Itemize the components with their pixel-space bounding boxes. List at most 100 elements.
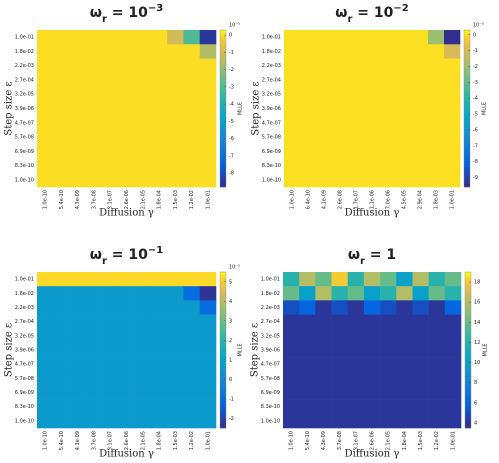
title-part: r: [347, 14, 352, 25]
heatmap-cell: [363, 272, 381, 287]
heatmap-cell: [134, 144, 152, 159]
heatmap-cell: [199, 357, 217, 372]
heatmap-cell: [412, 30, 429, 45]
colorbar-swatch: [465, 389, 471, 392]
colorbar-swatch: [220, 142, 226, 146]
heatmap-cell: [347, 272, 365, 287]
colorbar-swatch: [220, 100, 226, 104]
colorbar-swatch: [220, 407, 226, 411]
colorbar-swatch: [465, 386, 471, 390]
colorbar-swatch: [465, 272, 471, 275]
colorbar-swatch: [220, 64, 226, 67]
heatmap-cell: [53, 371, 70, 386]
heatmap-cell: [300, 144, 317, 159]
heatmap-cell: [85, 314, 103, 330]
heatmap-cell: [428, 272, 446, 287]
heatmap-cell: [396, 286, 413, 301]
colorbar-swatch: [220, 399, 226, 403]
heatmap-cell: [412, 357, 429, 372]
heatmap-cell: [396, 158, 413, 174]
x-tick-label: 1.7e-07: [354, 190, 360, 209]
heatmap-cell: [412, 371, 429, 386]
colorbar-swatch: [465, 331, 471, 335]
heatmap-cell: [284, 144, 301, 159]
colorbar-swatch: [465, 274, 471, 278]
heatmap-cell: [69, 413, 87, 429]
heatmap-cell: [300, 58, 317, 74]
y-tick-label: 1.8e-02: [262, 49, 281, 55]
x-tick-label: 1.5e-03: [418, 431, 424, 450]
colorbar-swatch: [465, 352, 471, 356]
x-tick-label: 1.5e-03: [173, 431, 179, 450]
heatmap-cell: [380, 58, 397, 74]
colorbar-swatch: [220, 48, 226, 52]
heatmap-cell: [412, 144, 429, 159]
colorbar-swatch: [465, 399, 471, 403]
heatmap-cell: [199, 300, 217, 315]
colorbar-tick-label: -4: [473, 96, 478, 102]
colorbar-swatch: [465, 282, 471, 286]
heatmap-cell: [428, 72, 445, 88]
heatmap-cell: [118, 158, 135, 174]
colorbar-swatch: [220, 381, 226, 385]
heatmap-cell: [167, 144, 184, 159]
heatmap-cell: [183, 328, 201, 344]
colorbar-swatch: [220, 422, 226, 426]
heatmap-cell: [283, 272, 300, 287]
heatmap-cell: [102, 44, 119, 59]
colorbar-swatch: [464, 50, 470, 54]
heatmap-cell: [284, 58, 301, 74]
colorbar-swatch: [464, 100, 470, 104]
heatmap-cell: [199, 87, 217, 102]
heatmap-cell: [428, 300, 446, 315]
colorbar-swatch: [464, 147, 470, 151]
heatmap-cell: [380, 413, 397, 429]
heatmap-cell: [299, 342, 316, 358]
colorbar-swatch: [465, 363, 471, 366]
heatmap-cell: [102, 58, 119, 74]
colorbar-tick-label: 4: [474, 420, 477, 426]
heatmap-cell: [134, 115, 152, 131]
heatmap-cell: [315, 286, 332, 301]
heatmap-cell: [69, 272, 87, 287]
heatmap-cell: [396, 328, 413, 344]
heatmap-cell: [396, 30, 413, 45]
colorbar-swatch: [220, 105, 226, 109]
heatmap-cell: [316, 158, 333, 174]
colorbar-swatch: [220, 305, 226, 309]
colorbar-swatch: [465, 378, 471, 382]
panel: ωr = 1 1.0e-01 1.8e-02 2.2e-03 2.7e-04 3.2e-0…: [250, 247, 489, 460]
title-part: = 1: [365, 247, 396, 263]
x-tick-label: 2.6e-06: [124, 190, 130, 209]
colorbar-swatch: [464, 92, 470, 96]
heatmap-cell: [199, 342, 217, 358]
y-tick-label: 3.2e-05: [262, 92, 281, 98]
title-part: r: [360, 256, 365, 267]
x-tick-label: 5.4e-10: [59, 190, 65, 209]
x-tick-label: 2.1e-05: [386, 431, 392, 450]
heatmap-cell: [380, 399, 397, 415]
heatmap-cell: [37, 357, 54, 372]
heatmap-cell: [412, 129, 429, 145]
heatmap-cell: [396, 413, 413, 429]
heatmap-cell: [444, 144, 461, 159]
colorbar-swatch: [220, 331, 226, 335]
heatmap-cell: [150, 72, 168, 88]
colorbar-swatch: [465, 365, 471, 369]
colorbar-swatch: [464, 98, 470, 101]
heatmap-cell: [167, 72, 184, 88]
heatmap-cell: [53, 87, 70, 102]
colorbar-swatch: [220, 342, 226, 346]
heatmap-cell: [150, 58, 168, 74]
colorbar-swatch: [464, 82, 470, 86]
heatmap-cell: [85, 272, 103, 287]
heatmap-cell: [69, 385, 87, 400]
y-tick-label: 1.0e-10: [261, 418, 280, 424]
heatmap-cell: [37, 328, 54, 344]
colorbar-swatch: [464, 137, 470, 141]
heatmap-cell: [299, 399, 316, 415]
heatmap-cell: [150, 172, 168, 188]
colorbar-scale: 10⁻⁵: [473, 23, 484, 29]
heatmap-cell: [150, 272, 168, 287]
heatmap-cell: [102, 172, 119, 188]
